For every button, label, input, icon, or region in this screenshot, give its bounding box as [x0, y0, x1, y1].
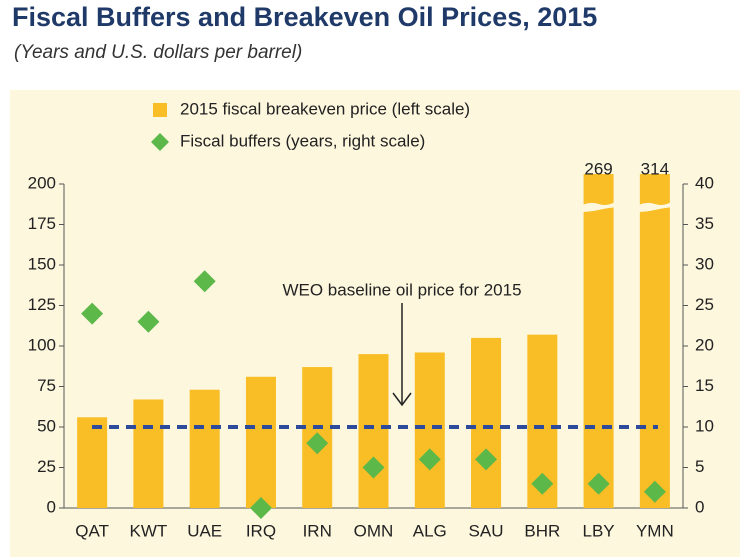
x-tick-label: SAU	[469, 521, 504, 540]
y-tick-label: 0	[47, 497, 56, 516]
bar	[358, 354, 389, 508]
legend-swatch	[151, 133, 169, 151]
diamond-marker	[531, 472, 554, 495]
legend-swatch	[153, 103, 167, 117]
legend-label: Fiscal buffers (years, right scale)	[180, 131, 425, 150]
x-tick-label: YMN	[636, 521, 674, 540]
x-tick-label: OMN	[354, 521, 394, 540]
y2-tick-label: 30	[695, 254, 714, 273]
bar	[639, 174, 670, 508]
y2-tick-label: 5	[695, 457, 704, 476]
x-tick-label: QAT	[75, 521, 109, 540]
y2-tick-label: 35	[695, 214, 714, 233]
y2-tick-label: 0	[695, 497, 704, 516]
y-tick-label: 125	[28, 295, 56, 314]
axis-break	[580, 201, 617, 212]
diamond-marker	[643, 480, 666, 503]
y2-tick-label: 10	[695, 416, 714, 435]
x-tick-label: LBY	[583, 521, 615, 540]
y-tick-label: 50	[37, 416, 56, 435]
y-tick-label: 75	[37, 376, 56, 395]
bar	[414, 352, 445, 508]
x-tick-label: ALG	[413, 521, 447, 540]
y-tick-label: 100	[28, 335, 56, 354]
bar	[189, 389, 220, 508]
y2-tick-label: 25	[695, 295, 714, 314]
diamond-marker	[81, 302, 104, 325]
x-tick-label: KWT	[130, 521, 168, 540]
diamond-marker	[475, 448, 498, 471]
chart-subtitle: (Years and U.S. dollars per barrel)	[14, 42, 302, 63]
legend-label: 2015 fiscal breakeven price (left scale)	[180, 99, 470, 118]
x-tick-label: IRQ	[246, 521, 276, 540]
y-tick-label: 150	[28, 254, 56, 273]
value-label: 269	[584, 159, 612, 178]
bars-group	[77, 174, 670, 508]
x-tick-label: IRN	[303, 521, 332, 540]
annotation-arrowhead	[392, 392, 412, 407]
bar	[133, 399, 164, 508]
baseline-annotation: WEO baseline oil price for 2015	[282, 280, 521, 299]
y2-tick-label: 15	[695, 376, 714, 395]
y-tick-label: 25	[37, 457, 56, 476]
diamond-marker	[249, 497, 272, 519]
value-label: 314	[641, 159, 669, 178]
bar	[245, 376, 276, 508]
y-tick-label: 200	[28, 173, 56, 192]
axis-break	[636, 201, 673, 212]
x-tick-label: UAE	[187, 521, 222, 540]
y-tick-label: 175	[28, 214, 56, 233]
chart-title: Fiscal Buffers and Breakeven Oil Prices,…	[12, 2, 597, 32]
y2-tick-label: 40	[695, 173, 714, 192]
bar	[77, 417, 108, 508]
bar	[471, 337, 502, 508]
y2-tick-label: 20	[695, 335, 714, 354]
diamond-marker	[306, 432, 329, 455]
bar	[583, 174, 614, 508]
diamond-marker	[362, 456, 385, 479]
diamond-marker	[587, 472, 610, 495]
diamond-marker	[137, 310, 160, 333]
diamond-marker	[193, 270, 216, 293]
diamond-marker	[418, 448, 441, 471]
x-tick-label: BHR	[524, 521, 560, 540]
